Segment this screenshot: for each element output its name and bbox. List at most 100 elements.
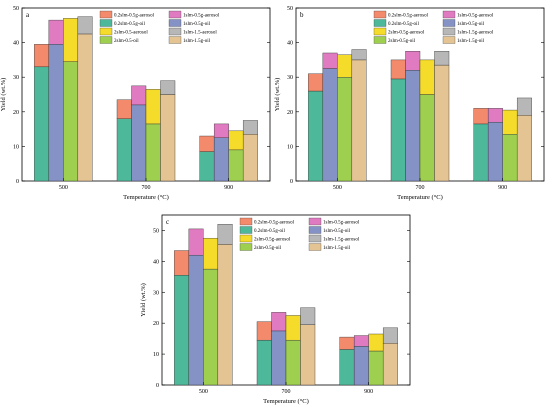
bar-oil xyxy=(405,70,421,182)
legend-swatch xyxy=(99,36,113,44)
chart-panel-c: 0 10 20 30 40 50 Yield (wt.%) Temperature (°C) c… xyxy=(140,214,411,405)
bar-oil xyxy=(271,330,287,386)
legend-label: 1slm-0.5g-aerosol xyxy=(183,14,220,19)
bar-oil xyxy=(188,254,204,386)
bar-oil xyxy=(351,59,367,182)
bar-oil xyxy=(77,33,93,182)
bar-aerosol xyxy=(63,18,79,62)
legend-label: 0.2slm-0.5g-oil xyxy=(114,22,145,27)
bar-aerosol xyxy=(213,123,229,138)
legend-label: 0.2slm-0.5g-aerosol xyxy=(388,14,429,19)
x-tick-label: 700 xyxy=(282,389,291,395)
panel-letter: c xyxy=(166,218,169,226)
legend-label: 1slm-0.5g-oil xyxy=(457,22,485,27)
bar-aerosol xyxy=(256,321,272,341)
legend-swatch xyxy=(442,10,456,19)
x-tick-label: 900 xyxy=(364,389,373,395)
y-tick-label: 40 xyxy=(287,41,293,47)
bar-oil xyxy=(48,44,64,182)
x-axis-label: Temperature (°C) xyxy=(263,398,309,405)
x-tick-label: 500 xyxy=(59,185,68,191)
bar-aerosol xyxy=(34,44,50,68)
bar-oil xyxy=(116,118,132,182)
legend-swatch xyxy=(308,243,322,251)
bar-aerosol xyxy=(419,59,435,95)
y-tick-label: 30 xyxy=(153,290,159,296)
x-tick-label: 900 xyxy=(224,185,233,191)
y-tick-label: 0 xyxy=(16,179,19,185)
x-axis-label: Temperature (°C) xyxy=(123,194,169,201)
legend-label: 1slm-1.5g-oil xyxy=(457,39,485,44)
legend-swatch xyxy=(373,36,387,44)
bar-oil xyxy=(242,134,258,182)
bar-aerosol xyxy=(145,89,161,125)
legend-swatch xyxy=(239,217,253,226)
bar-oil xyxy=(382,343,398,386)
bar-oil xyxy=(160,94,176,182)
legend-swatch xyxy=(168,19,182,27)
bar-oil xyxy=(390,78,406,182)
bar-oil xyxy=(353,346,369,386)
bar-aerosol xyxy=(351,49,367,61)
bar-oil xyxy=(322,68,338,182)
bar-aerosol xyxy=(131,85,147,106)
y-tick-label: 30 xyxy=(287,75,293,81)
bar-oil xyxy=(203,268,219,386)
bar-oil xyxy=(300,324,316,386)
bar-aerosol xyxy=(382,327,398,344)
bar-aerosol xyxy=(322,52,338,69)
legend-swatch xyxy=(373,19,387,27)
bar-aerosol xyxy=(516,97,532,116)
y-axis-label: Yield (wt.%) xyxy=(0,78,7,112)
bar-oil xyxy=(285,339,301,386)
legend-label: 1slm-1.5g-aerosol xyxy=(457,31,494,36)
x-tick-label: 900 xyxy=(498,185,507,191)
legend-swatch xyxy=(239,226,253,234)
x-tick-label: 500 xyxy=(333,185,342,191)
y-tick-label: 10 xyxy=(153,352,159,358)
legend-label: 1slm-1.5g-oil xyxy=(323,246,351,251)
legend-swatch xyxy=(99,27,113,36)
legend-label: 2slm-0.5g-aerosol xyxy=(254,238,291,243)
y-tick-label: 40 xyxy=(153,259,159,265)
y-axis-label: Yield (wt.%) xyxy=(274,78,281,112)
legend-swatch xyxy=(168,10,182,19)
x-tick-label: 500 xyxy=(199,389,208,395)
bar-oil xyxy=(145,123,161,182)
bar-aerosol xyxy=(390,59,406,80)
bar-aerosol xyxy=(116,99,132,119)
legend-label: 0.2slm-0.5g-oil xyxy=(254,229,285,234)
bar-oil xyxy=(213,137,229,182)
legend-swatch xyxy=(168,36,182,44)
legend-label: 1slm-0.5g-oil xyxy=(183,22,211,27)
legend-label: 2slm-0.5g-aerosol xyxy=(388,31,425,36)
legend-label: 0.2slm-0.5g-oil xyxy=(388,22,419,27)
bar-aerosol xyxy=(337,54,353,78)
legend-swatch xyxy=(373,10,387,19)
legend-label: 2slm-0.5g-oil xyxy=(388,39,416,44)
legend-swatch xyxy=(442,27,456,36)
bar-oil xyxy=(217,244,233,386)
y-tick-label: 20 xyxy=(153,321,159,327)
y-tick-label: 40 xyxy=(13,41,19,47)
bar-oil xyxy=(131,104,147,182)
bar-oil xyxy=(308,90,324,182)
legend-label: 1slm-1.5g-aerosol xyxy=(323,238,360,243)
panel-letter: a xyxy=(26,11,30,19)
bar-oil xyxy=(199,151,215,182)
bar-aerosol xyxy=(48,19,64,45)
bar-aerosol xyxy=(473,108,489,125)
bar-aerosol xyxy=(242,120,258,135)
bar-aerosol xyxy=(368,333,384,352)
legend-label: 0.2slm-0.5g-aerosol xyxy=(254,221,295,226)
bar-aerosol xyxy=(188,228,204,256)
legend-label: 1slm-1.5g-oil xyxy=(183,39,211,44)
legend-label: 0.2slm-0.5g-aerosol xyxy=(114,14,155,19)
x-tick-label: 700 xyxy=(416,185,425,191)
legend-swatch xyxy=(442,36,456,44)
bar-aerosol xyxy=(77,16,93,35)
bar-oil xyxy=(502,134,518,182)
bar-oil xyxy=(337,76,353,182)
chart-panel-a: 0 10 20 30 40 50 Yield (wt.%) Temperature (°C) a… xyxy=(0,6,271,201)
